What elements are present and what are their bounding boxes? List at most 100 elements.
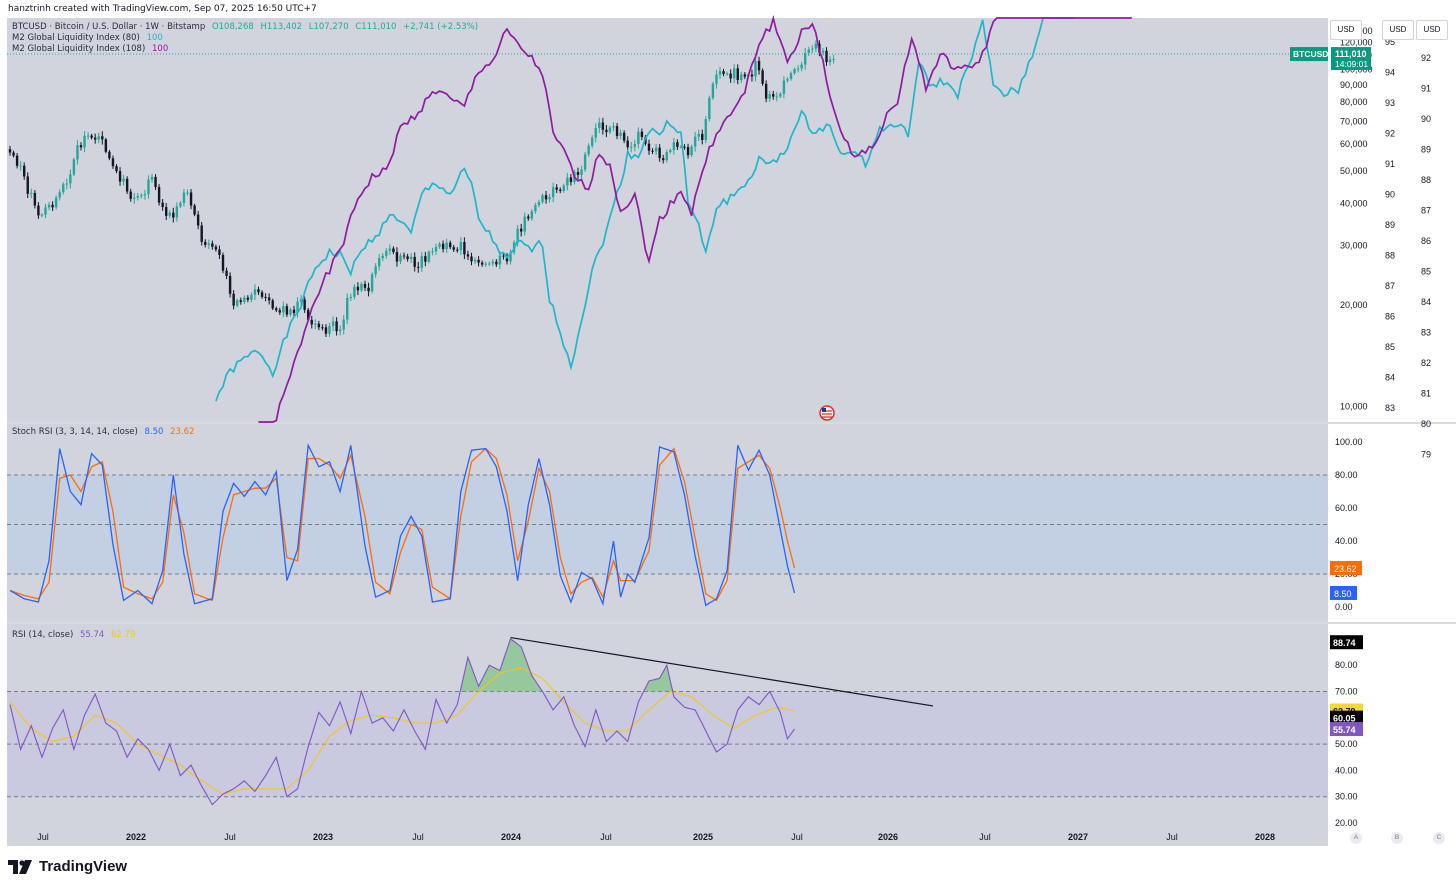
candle-body (360, 283, 363, 291)
m2-80-tick-label: 85 (1385, 342, 1395, 352)
candle-body (314, 323, 317, 325)
rsi-ma-line (9, 667, 795, 795)
candle-body (86, 135, 90, 137)
rsi-tag-bg (1330, 635, 1363, 650)
m2-108-tick-label: 85 (1421, 267, 1431, 277)
candle-body (214, 246, 218, 250)
candle-body (133, 197, 136, 199)
candle-body (466, 254, 470, 257)
m2-80-legend[interactable]: M2 Global Liquidity Index (80) 100 (12, 33, 167, 43)
candle-body (47, 204, 51, 208)
candle-body (90, 135, 93, 138)
candle-body (470, 256, 473, 262)
candle-body (832, 59, 835, 61)
currency-button-m2-80[interactable]: USD (1382, 20, 1414, 40)
candle-body (225, 270, 228, 276)
candle-body (484, 263, 487, 265)
candle-body (257, 289, 260, 293)
candle-body (779, 93, 782, 97)
candle-body (789, 73, 793, 79)
ohlc-close: C111,010 (355, 22, 397, 32)
auto-scale-button[interactable]: A (1350, 832, 1362, 844)
candle-body (580, 169, 583, 175)
currency-button-m2-108[interactable]: USD (1416, 20, 1448, 40)
rsi-label: RSI (14, close) (12, 630, 74, 640)
candle-body (725, 73, 729, 75)
candle-body (427, 251, 431, 262)
m2-108-tick-label: 83 (1421, 328, 1431, 338)
candle-body (768, 94, 771, 99)
candle-body (544, 195, 548, 200)
scale-button-b[interactable]: B (1391, 832, 1403, 844)
candle-body (686, 147, 690, 156)
candle-body (704, 119, 707, 140)
candle-body (83, 135, 86, 148)
candle-body (736, 68, 739, 81)
ohlc-low: L107,270 (308, 22, 349, 32)
stoch-label: Stoch RSI (3, 3, 14, 14, close) (12, 427, 138, 437)
candle-body (814, 43, 818, 49)
candle-body (491, 261, 494, 264)
candle-body (282, 306, 285, 313)
symbol-line[interactable]: BTCUSD · Bitcoin / U.S. Dollar · 1W · Bi… (12, 22, 206, 32)
candle-body (683, 146, 686, 148)
candle-body (477, 259, 480, 263)
candle-body (658, 147, 661, 159)
candle-body (640, 131, 644, 138)
candle-body (793, 69, 796, 74)
candle-body (601, 122, 605, 130)
x-tick-label: 2025 (693, 832, 713, 842)
candle-body (111, 158, 115, 167)
candle-body (388, 248, 392, 251)
price-tick-label: 30,000 (1340, 241, 1368, 251)
m2-108-tick-label: 84 (1421, 297, 1431, 307)
rsi-tick-label: 80.00 (1335, 660, 1358, 670)
candle-body (409, 256, 413, 260)
candle-body (488, 263, 491, 265)
candle-body (175, 206, 179, 218)
m2-108-legend[interactable]: M2 Global Liquidity Index (108) 100 (12, 44, 172, 54)
candle-body (378, 258, 381, 267)
m2-80-tick-label: 87 (1385, 281, 1395, 291)
candle-body (243, 297, 246, 302)
candle-body (775, 96, 778, 98)
candle-body (62, 184, 65, 193)
candle-body (804, 53, 807, 65)
candle-body (299, 299, 303, 302)
rsi-legend[interactable]: RSI (14, close) 55.74 62.79 (12, 630, 139, 640)
candle-body (626, 140, 629, 148)
price-tick-label: 50,000 (1340, 166, 1368, 176)
price-tick-label: 70,000 (1340, 117, 1368, 127)
currency-button-price[interactable]: USD (1330, 20, 1362, 40)
candle-body (612, 126, 615, 128)
pane-bg-1 (7, 18, 1328, 422)
stoch-tick-label: 60.00 (1335, 503, 1358, 513)
stoch-legend[interactable]: Stoch RSI (3, 3, 14, 14, close) 8.50 23.… (12, 427, 198, 437)
rsi-tag: 88.74 (1333, 638, 1356, 648)
candle-body (381, 255, 384, 259)
candle-body (438, 243, 441, 248)
candle-body (289, 309, 292, 315)
candle-body (406, 256, 409, 260)
candle-body (715, 74, 718, 84)
candle-body (275, 308, 278, 311)
scale-button-c[interactable]: C (1433, 832, 1445, 844)
last-price-label: 111,010 (1335, 49, 1367, 59)
candle-body (374, 266, 377, 275)
candle-body (587, 145, 590, 155)
candle-body (72, 159, 76, 175)
candle-body (693, 136, 697, 147)
brand-footer[interactable]: TradingView (8, 858, 127, 875)
candle-body (541, 195, 544, 202)
candle-body (782, 80, 786, 94)
candle-body (395, 252, 399, 262)
m2-80-tick-label: 83 (1385, 403, 1395, 413)
candle-body (267, 297, 271, 301)
candle-body (654, 147, 658, 152)
creator-line: hanztrinh created with TradingView.com, … (8, 4, 317, 14)
candle-body (441, 243, 445, 250)
candle-body (108, 151, 111, 159)
candle-body (136, 195, 139, 198)
candle-body (101, 136, 104, 140)
rsi-tag: 60.05 (1333, 714, 1356, 724)
